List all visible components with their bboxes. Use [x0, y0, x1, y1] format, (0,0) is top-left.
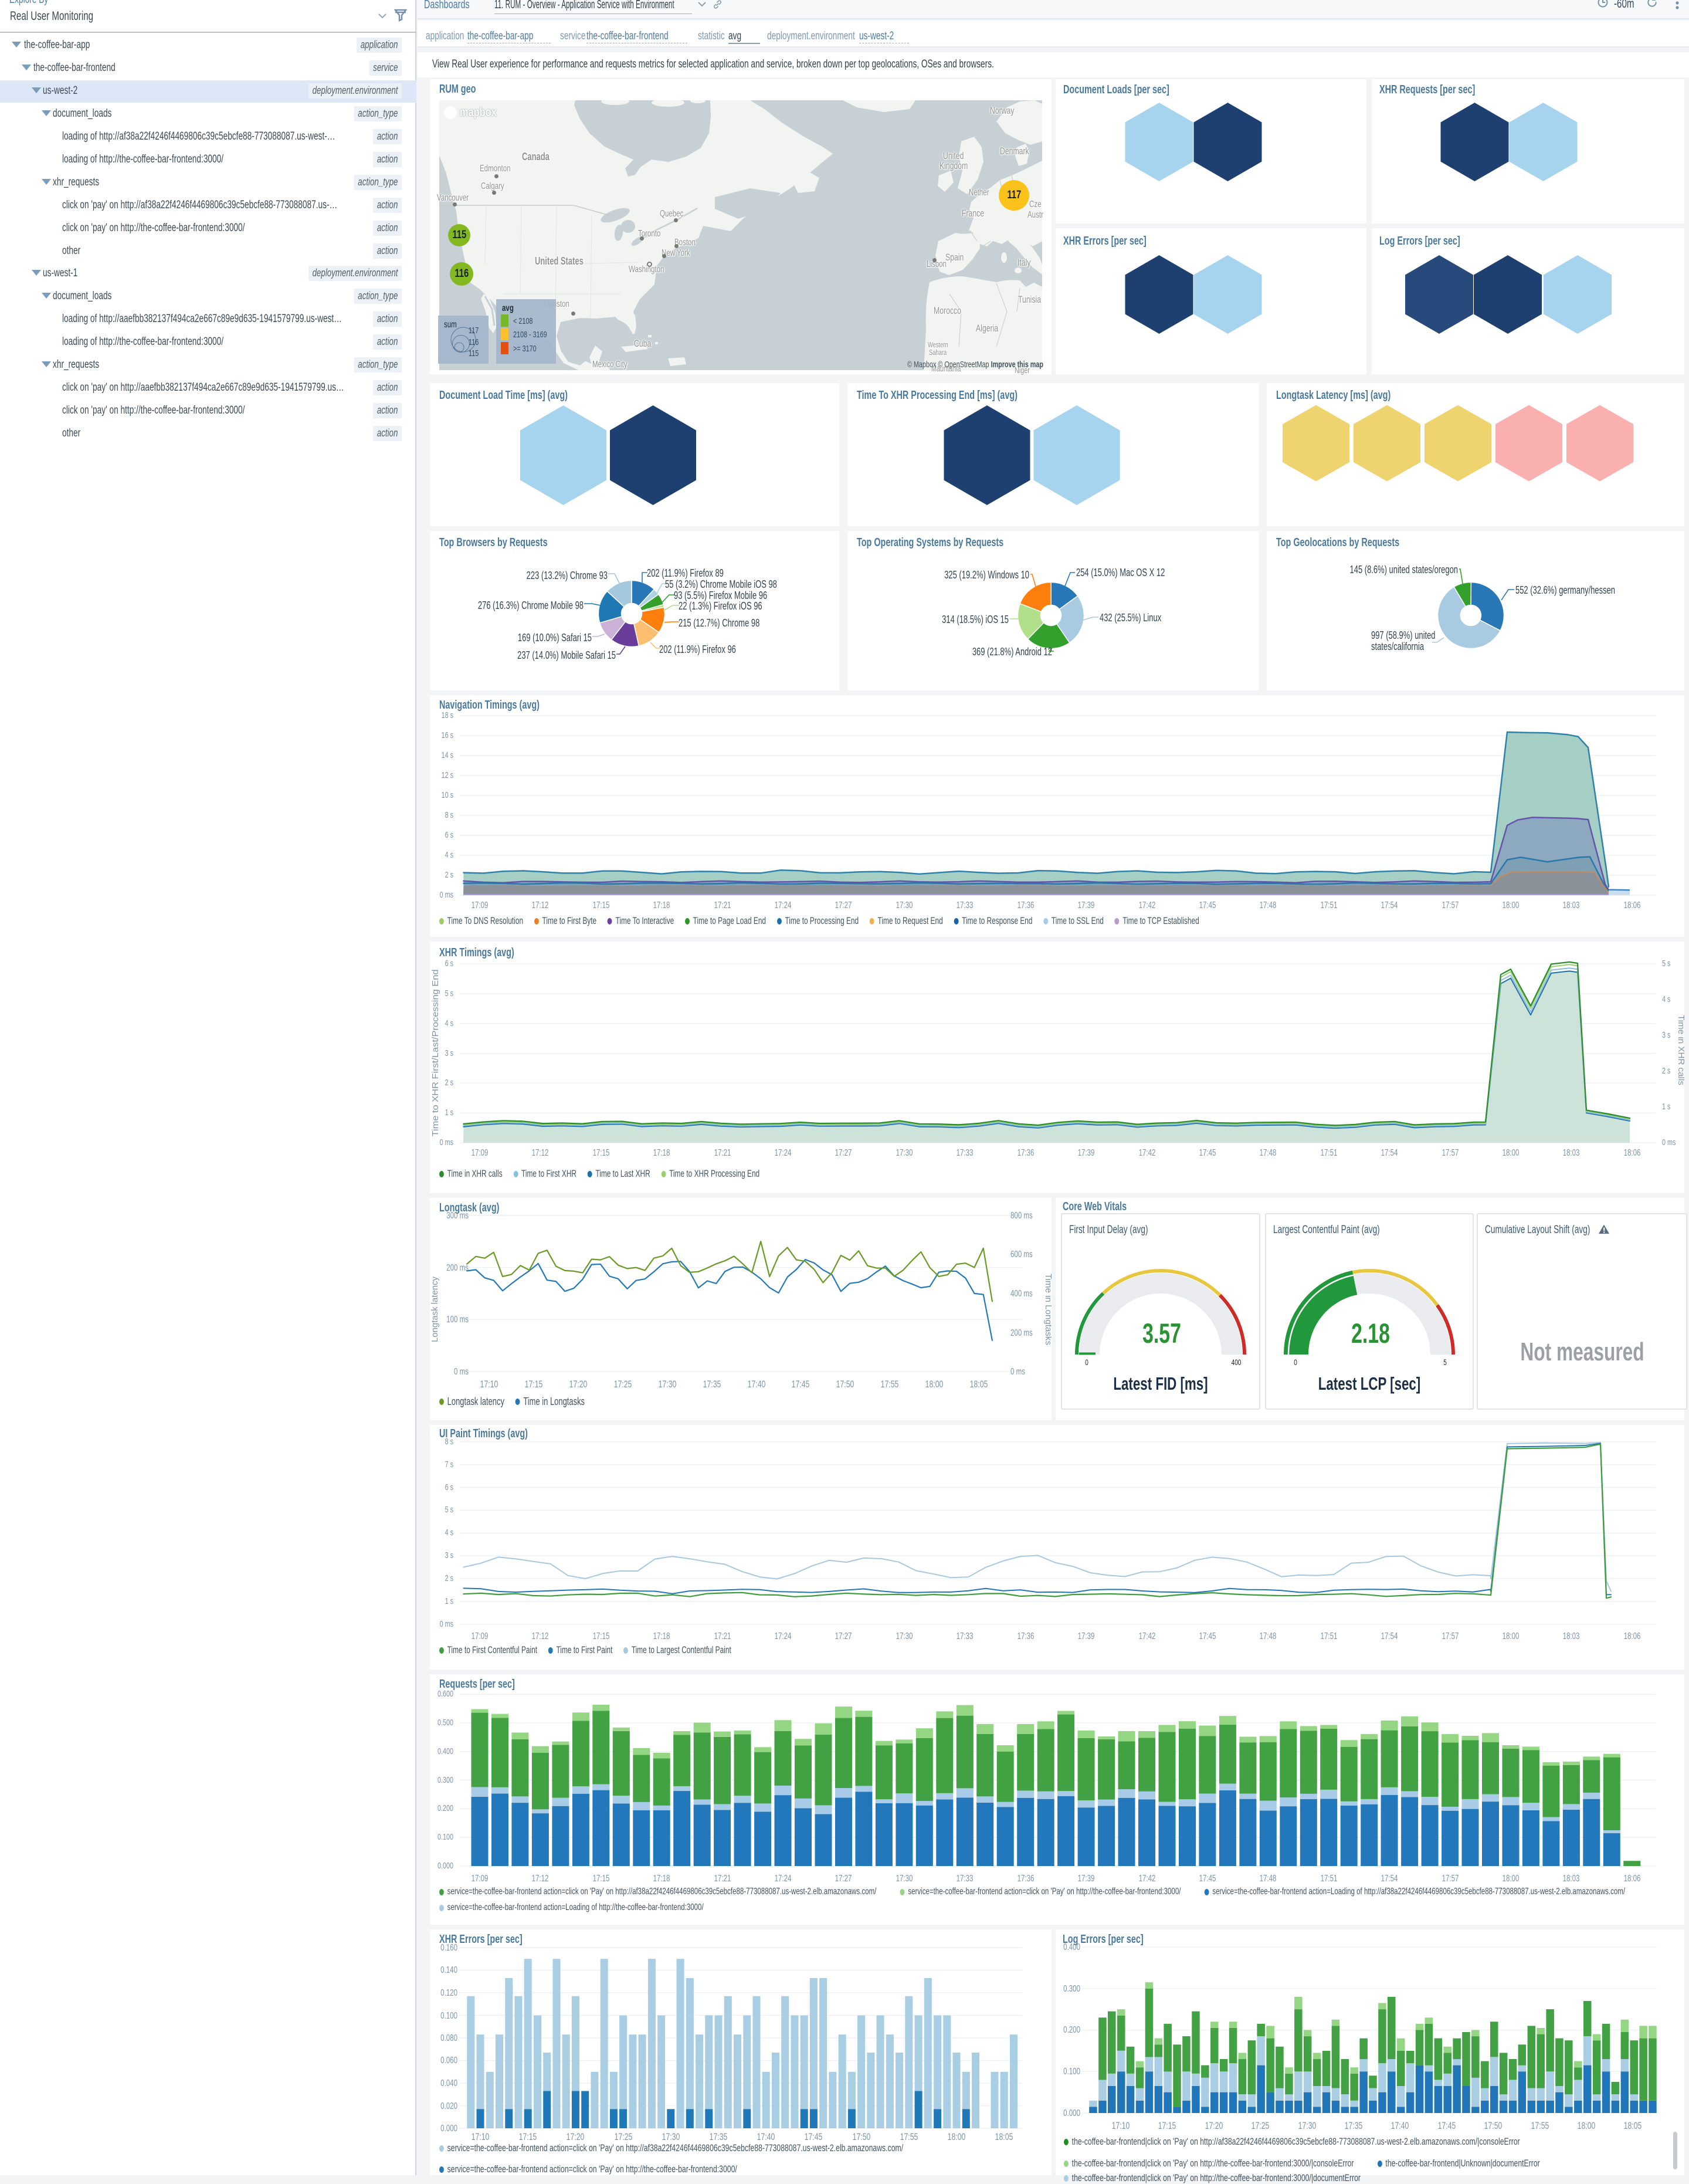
svg-text:Time to XHR First/Last/Process: Time to XHR First/Last/Processing End: [430, 970, 440, 1137]
svg-text:Time in Longtasks: Time in Longtasks: [1043, 1274, 1052, 1345]
svg-text:Longtask latency: Longtask latency: [430, 1276, 440, 1342]
svg-text:Time in XHR calls: Time in XHR calls: [1676, 1015, 1684, 1085]
